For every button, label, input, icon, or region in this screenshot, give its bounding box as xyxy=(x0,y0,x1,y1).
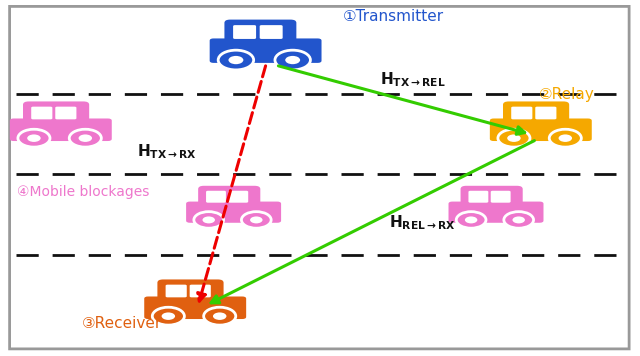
FancyBboxPatch shape xyxy=(10,119,112,141)
FancyBboxPatch shape xyxy=(23,101,89,125)
FancyBboxPatch shape xyxy=(10,6,629,349)
FancyBboxPatch shape xyxy=(31,107,52,119)
Circle shape xyxy=(18,129,50,147)
FancyBboxPatch shape xyxy=(210,38,321,63)
Text: $\mathbf{H_{TX\rightarrow RX}}$: $\mathbf{H_{TX\rightarrow RX}}$ xyxy=(136,142,196,161)
Circle shape xyxy=(241,212,271,228)
FancyBboxPatch shape xyxy=(157,279,223,303)
Circle shape xyxy=(79,135,92,142)
Circle shape xyxy=(549,129,581,147)
FancyBboxPatch shape xyxy=(233,25,256,39)
Circle shape xyxy=(465,216,477,224)
Circle shape xyxy=(508,135,521,142)
Circle shape xyxy=(504,212,534,228)
FancyBboxPatch shape xyxy=(468,191,488,203)
Circle shape xyxy=(204,307,236,325)
Circle shape xyxy=(498,129,530,147)
FancyBboxPatch shape xyxy=(532,209,541,219)
FancyBboxPatch shape xyxy=(491,191,511,203)
FancyBboxPatch shape xyxy=(228,191,248,203)
FancyBboxPatch shape xyxy=(206,191,226,203)
Circle shape xyxy=(513,216,525,224)
FancyBboxPatch shape xyxy=(461,186,523,208)
Circle shape xyxy=(162,313,175,320)
Text: ①Transmitter: ①Transmitter xyxy=(343,9,444,23)
Text: ④Mobile blockages: ④Mobile blockages xyxy=(17,185,149,199)
Text: $\mathbf{H_{TX\rightarrow REL}}$: $\mathbf{H_{TX\rightarrow REL}}$ xyxy=(380,71,445,89)
Circle shape xyxy=(152,307,184,325)
Circle shape xyxy=(28,135,41,142)
Circle shape xyxy=(194,212,223,228)
FancyBboxPatch shape xyxy=(186,201,281,223)
FancyBboxPatch shape xyxy=(503,101,569,125)
Circle shape xyxy=(213,313,227,320)
FancyBboxPatch shape xyxy=(580,126,590,137)
FancyBboxPatch shape xyxy=(55,107,76,119)
FancyBboxPatch shape xyxy=(166,285,187,297)
Text: $\mathbf{H_{REL\rightarrow RX}}$: $\mathbf{H_{REL\rightarrow RX}}$ xyxy=(389,213,456,232)
Circle shape xyxy=(250,216,262,224)
FancyBboxPatch shape xyxy=(198,186,260,208)
FancyBboxPatch shape xyxy=(225,20,296,45)
Circle shape xyxy=(202,216,215,224)
Text: ③Receiver: ③Receiver xyxy=(81,316,162,331)
FancyBboxPatch shape xyxy=(270,209,279,219)
Circle shape xyxy=(275,50,310,70)
FancyBboxPatch shape xyxy=(235,304,244,315)
FancyBboxPatch shape xyxy=(189,285,211,297)
FancyBboxPatch shape xyxy=(535,107,556,119)
FancyBboxPatch shape xyxy=(449,201,543,223)
Circle shape xyxy=(228,56,243,64)
Circle shape xyxy=(559,135,572,142)
FancyBboxPatch shape xyxy=(490,119,592,141)
Circle shape xyxy=(69,129,101,147)
Circle shape xyxy=(456,212,486,228)
FancyBboxPatch shape xyxy=(511,107,532,119)
Text: ②Relay: ②Relay xyxy=(538,87,595,102)
FancyBboxPatch shape xyxy=(100,126,110,137)
FancyBboxPatch shape xyxy=(144,297,246,319)
Circle shape xyxy=(285,56,300,64)
FancyBboxPatch shape xyxy=(310,47,319,59)
FancyBboxPatch shape xyxy=(260,25,283,39)
Circle shape xyxy=(218,50,253,70)
